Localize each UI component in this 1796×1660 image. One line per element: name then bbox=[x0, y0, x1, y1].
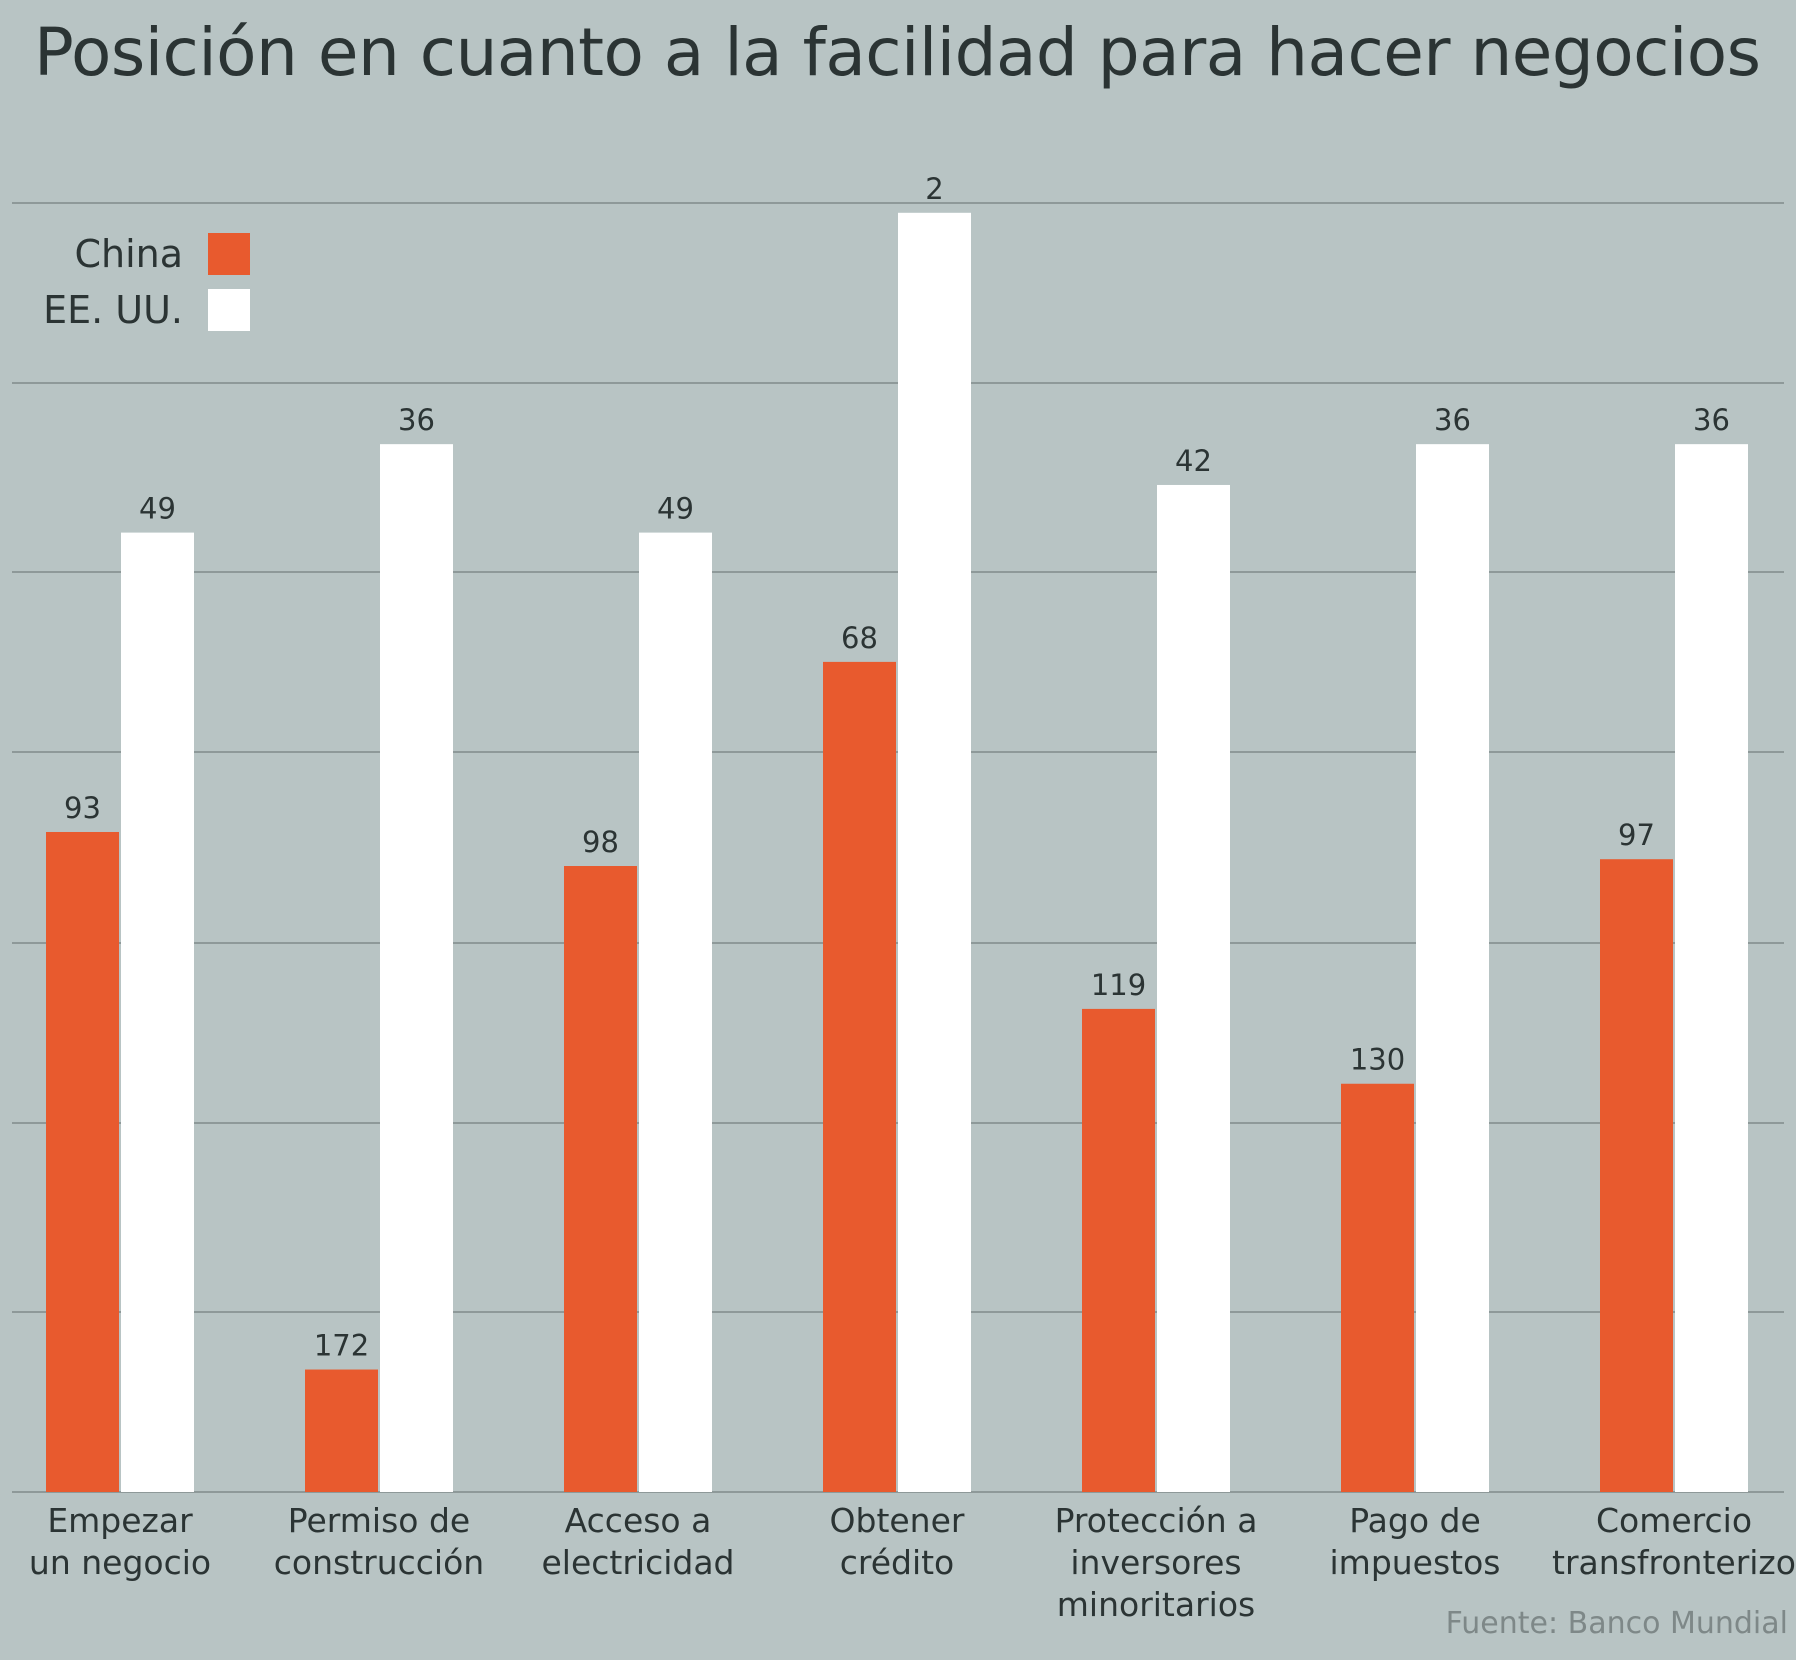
bar-china bbox=[564, 866, 637, 1492]
bar-value-label: 36 bbox=[1434, 403, 1471, 437]
category-label: impuestos bbox=[1330, 1543, 1501, 1582]
bar-value-label: 98 bbox=[582, 825, 619, 859]
legend-swatch-china bbox=[208, 233, 250, 275]
bar-value-label: 49 bbox=[139, 492, 176, 526]
bar-value-label: 36 bbox=[398, 403, 435, 437]
chart-title: Posición en cuanto a la facilidad para h… bbox=[34, 14, 1761, 91]
bar-value-label: 172 bbox=[314, 1329, 369, 1363]
category-label: construcción bbox=[274, 1543, 484, 1582]
legend: China EE. UU. bbox=[43, 232, 250, 332]
category-label: Protección a bbox=[1055, 1501, 1258, 1540]
bar-value-labels: 93 49 172 36 98 49 68 2 119 42 130 36 97 36 bbox=[64, 172, 1730, 1363]
bar-value-label: 130 bbox=[1350, 1043, 1405, 1077]
bar-eeuu bbox=[1675, 444, 1748, 1492]
bar-eeuu bbox=[1157, 484, 1230, 1493]
legend-label-china: China bbox=[74, 232, 183, 276]
bar-value-label: 36 bbox=[1693, 403, 1730, 437]
bar-value-label: 93 bbox=[64, 791, 101, 825]
category-label: Permiso de bbox=[288, 1501, 470, 1540]
category-label: electricidad bbox=[541, 1543, 734, 1582]
bar-eeuu bbox=[121, 532, 194, 1492]
bar-china bbox=[823, 661, 896, 1492]
category-label: Obtener bbox=[830, 1501, 965, 1540]
category-label: inversores bbox=[1070, 1543, 1241, 1582]
bar-eeuu bbox=[639, 532, 712, 1492]
bar-eeuu bbox=[380, 444, 453, 1492]
category-label: crédito bbox=[840, 1543, 955, 1582]
category-label: Comercio bbox=[1596, 1501, 1752, 1540]
bar-china bbox=[1600, 859, 1673, 1492]
category-label: Pago de bbox=[1349, 1501, 1481, 1540]
bar-china bbox=[305, 1369, 378, 1492]
bar-value-label: 119 bbox=[1091, 968, 1146, 1002]
bars bbox=[46, 212, 1748, 1493]
bar-china bbox=[1082, 1008, 1155, 1492]
bar-china bbox=[46, 831, 119, 1492]
bar-value-label: 68 bbox=[841, 621, 878, 655]
category-label: transfronterizo bbox=[1552, 1543, 1796, 1582]
bar-value-label: 97 bbox=[1618, 818, 1655, 852]
bar-value-label: 42 bbox=[1175, 444, 1212, 478]
legend-label-eeuu: EE. UU. bbox=[43, 288, 183, 332]
bar-eeuu bbox=[898, 212, 971, 1493]
category-label: Acceso a bbox=[565, 1501, 712, 1540]
bar-eeuu bbox=[1416, 444, 1489, 1492]
bar-value-label: 2 bbox=[925, 172, 943, 206]
source-note: Fuente: Banco Mundial bbox=[1445, 1606, 1788, 1641]
category-label: Empezar bbox=[47, 1501, 193, 1540]
legend-swatch-eeuu bbox=[208, 289, 250, 331]
category-label: minoritarios bbox=[1057, 1585, 1255, 1624]
bar-value-label: 49 bbox=[657, 492, 694, 526]
category-label: un negocio bbox=[29, 1543, 211, 1582]
bar-china bbox=[1341, 1083, 1414, 1492]
